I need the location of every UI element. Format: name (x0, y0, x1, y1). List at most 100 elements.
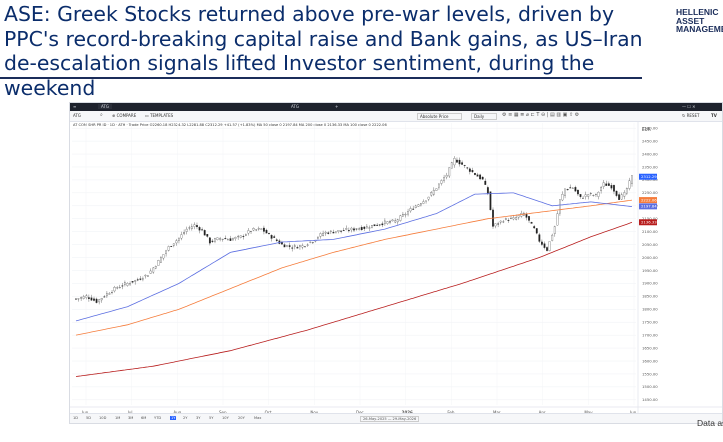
y-tick-label: 2350.00 (642, 164, 658, 169)
candle-body (121, 285, 124, 287)
candle-body (347, 230, 350, 232)
candle-body (105, 293, 108, 297)
price-tag-label: 2222.06 (641, 197, 657, 202)
reset-button[interactable]: ↻ RESET (682, 113, 700, 118)
candle-body (530, 222, 533, 224)
app-title-bar: ≡ ATG ATG + — ☐ ✕ (70, 103, 722, 111)
templates-label: TEMPLATES (150, 113, 174, 118)
range-button-1y[interactable]: 1Y (170, 416, 177, 420)
candle-body (322, 232, 325, 236)
candle-body (340, 230, 343, 232)
x-tick-label: Apr (539, 410, 546, 415)
range-button-10d[interactable]: 10D (99, 416, 107, 420)
legend-ma: MA 50 close 0 2197.84 MA 200 close 0 213… (256, 123, 387, 127)
candle-body (291, 247, 294, 249)
range-button-1d[interactable]: 1D (73, 416, 79, 420)
candle-body (538, 234, 541, 242)
candle-body (404, 213, 407, 216)
new-tab-button[interactable]: + (335, 104, 339, 109)
range-button-2y[interactable]: 2Y (183, 416, 188, 420)
candle-body (247, 230, 250, 234)
candle-body (587, 194, 590, 197)
legend-ohlc: O2260.18 H2324.32 L2281.88 C2312.29 +41.… (149, 123, 256, 127)
candle-body (402, 214, 404, 217)
candle-body (368, 227, 371, 229)
candle-body (221, 238, 224, 240)
chart-tab[interactable]: ATG (291, 104, 299, 109)
candle-body (440, 180, 443, 184)
x-tick-label: Jun (81, 410, 89, 415)
candle-body (100, 298, 103, 301)
date-range-input[interactable]: 26-May-2025 — 29-May-2026 (360, 416, 420, 422)
price-tag (639, 197, 657, 204)
templates-button[interactable]: ▭ TEMPLATES (145, 113, 174, 118)
candle-body (129, 283, 131, 285)
candle-body (190, 226, 193, 230)
slide-headline: ASE: Greek Stocks returned above pre-war… (4, 2, 643, 100)
range-button-3y[interactable]: 3Y (196, 416, 201, 420)
candle-body (468, 168, 471, 172)
x-tick-label: Jul (127, 410, 133, 415)
candle-body (260, 228, 263, 230)
range-button-6m[interactable]: 6M (141, 416, 147, 420)
candle-body (502, 221, 505, 223)
search-icon[interactable]: ⌕ (100, 112, 103, 118)
range-button-20y[interactable]: 20Y (238, 416, 245, 420)
window-controls-icon[interactable]: — ☐ ✕ (682, 104, 696, 109)
y-tick-label: 2100.00 (642, 229, 658, 234)
candle-body (399, 215, 402, 221)
candle-body (365, 226, 368, 229)
range-button-3m[interactable]: 3M (128, 416, 134, 420)
candle-body (296, 247, 299, 249)
candle-body (242, 236, 245, 237)
y-tick-label: 2150.00 (642, 216, 658, 221)
range-button-10y[interactable]: 10Y (222, 416, 229, 420)
x-tick-label: 2026 (402, 410, 413, 415)
candle-body (360, 227, 363, 231)
symbol-input[interactable]: ATG (73, 113, 81, 118)
candle-body (597, 191, 600, 197)
candle-body (154, 266, 157, 269)
candle-body (486, 187, 489, 194)
price-type-select[interactable]: Absolute Price (417, 113, 462, 120)
candle-body (327, 232, 330, 234)
candle-body (412, 208, 415, 210)
range-button-5y[interactable]: 5Y (209, 416, 214, 420)
menu-icon[interactable]: ≡ (73, 104, 77, 109)
candle-body (510, 217, 512, 219)
compare-button[interactable]: ⊕ COMPARE (112, 113, 137, 118)
candle-body (391, 219, 394, 222)
candle-body (165, 250, 167, 254)
candle-body (201, 229, 204, 231)
interval-select[interactable]: Daily (471, 113, 498, 120)
candle-body (124, 282, 126, 285)
chart-legend: AT COM SHR PR ID · 1D · ATH · Trade Pric… (73, 123, 387, 127)
price-chart[interactable]: 1450.00 1500.00 1550.00 1600.00 1650.00 1700.… (70, 121, 722, 416)
price-tag (639, 219, 657, 226)
candle-body (571, 187, 574, 189)
candle-body (355, 228, 358, 230)
candle-body (448, 167, 451, 177)
range-button-5d[interactable]: 5D (86, 416, 92, 420)
candle-body (175, 240, 178, 244)
candle-body (535, 228, 538, 234)
drawing-tools-icon[interactable]: ⚙ ≡ ▦ ≣ ⌀ ⊏ T ⊖ | ▤ ▥ ▣ ⇧ ⚙ (502, 112, 580, 118)
candle-body (618, 194, 621, 200)
symbol-tab[interactable]: ATG (98, 104, 112, 109)
candle-body (216, 237, 219, 241)
range-button-max[interactable]: Max (254, 416, 262, 420)
candle-body (407, 211, 409, 215)
candle-body (559, 199, 561, 214)
y-tick-label: 1950.00 (642, 268, 658, 273)
range-button-1m[interactable]: 1M (115, 416, 121, 420)
price-tag (639, 203, 657, 210)
candle-body (438, 183, 440, 188)
candle-body (613, 185, 615, 192)
candle-body (270, 235, 273, 239)
candle-body (309, 241, 312, 243)
range-button-ytd[interactable]: YTD (154, 416, 162, 420)
candle-body (582, 197, 584, 199)
candle-body (250, 231, 252, 232)
y-tick-label: 2400.00 (642, 151, 658, 156)
candle-body (541, 241, 543, 245)
